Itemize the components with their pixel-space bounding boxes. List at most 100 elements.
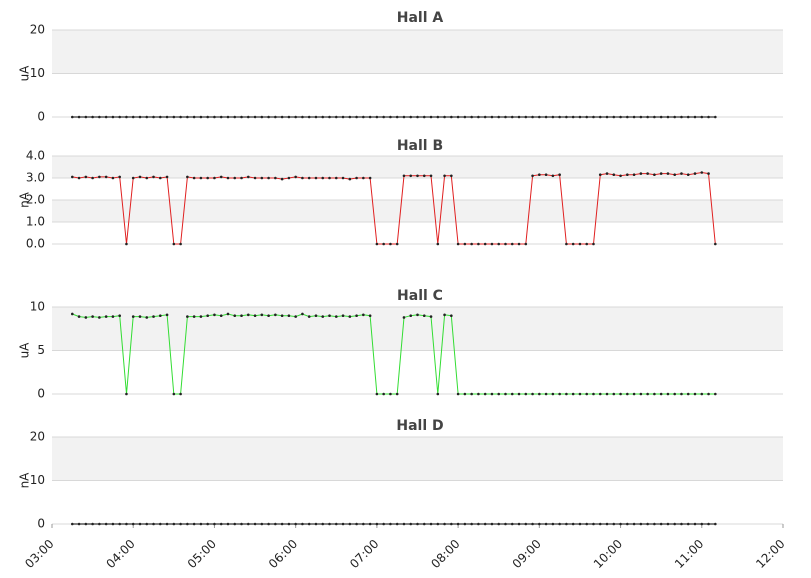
data-point (348, 115, 352, 119)
data-point (450, 174, 453, 178)
data-point (395, 115, 399, 119)
data-point (341, 522, 345, 526)
data-point (104, 175, 108, 179)
data-point (179, 392, 182, 396)
data-point (429, 174, 433, 178)
data-point (565, 115, 568, 119)
data-point (653, 115, 656, 119)
data-point (362, 313, 365, 317)
data-point (639, 172, 643, 175)
data-point (666, 115, 670, 119)
data-point (375, 522, 379, 526)
data-point (125, 392, 128, 396)
data-point (707, 392, 710, 396)
data-point (538, 173, 541, 176)
data-point (578, 242, 582, 246)
data-point (483, 522, 487, 526)
data-point (328, 176, 331, 180)
data-point (632, 522, 636, 526)
data-point (619, 115, 622, 119)
data-point (598, 522, 602, 526)
data-point (91, 315, 94, 318)
data-point (321, 176, 325, 180)
data-point (565, 392, 568, 396)
data-point (409, 174, 413, 178)
data-point (389, 522, 392, 526)
data-point (571, 242, 575, 246)
data-point (666, 392, 670, 396)
data-point (558, 392, 561, 396)
data-point (260, 522, 264, 526)
data-point (538, 115, 541, 119)
data-point (301, 312, 304, 316)
data-point (375, 392, 379, 396)
data-point (280, 314, 284, 318)
data-point (443, 174, 446, 178)
data-point (409, 314, 413, 318)
data-point (267, 314, 270, 318)
data-point (653, 392, 656, 396)
data-point (158, 176, 162, 180)
data-point (416, 115, 419, 119)
data-point (463, 115, 467, 119)
y-tick-label: 20 (30, 430, 45, 444)
y-tick-label: 5 (37, 343, 45, 357)
grid-band (52, 437, 783, 481)
data-point (328, 314, 331, 318)
data-point (436, 392, 440, 396)
data-point (571, 392, 575, 396)
data-point (538, 522, 541, 526)
data-point (321, 315, 325, 318)
data-point (673, 522, 677, 526)
data-point (375, 115, 379, 119)
data-point (199, 315, 203, 318)
data-point (280, 177, 284, 181)
data-point (382, 392, 385, 396)
data-point (578, 522, 582, 526)
data-point (585, 242, 589, 246)
data-point (619, 522, 622, 526)
data-point (253, 115, 257, 119)
y-axis-label: uA (18, 65, 32, 82)
data-point (470, 392, 473, 396)
data-point (138, 315, 142, 318)
x-tick-label: 04:00 (103, 537, 137, 571)
data-point (598, 115, 602, 119)
data-point (219, 522, 223, 526)
y-tick-label: 4.0 (26, 149, 45, 163)
data-point (429, 522, 433, 526)
data-point (186, 175, 189, 179)
data-point (246, 313, 250, 317)
data-point (470, 242, 473, 246)
data-point (341, 115, 345, 119)
data-point (646, 115, 649, 119)
data-point (192, 315, 196, 318)
y-tick-label: 10 (30, 300, 45, 314)
data-point (686, 115, 690, 119)
data-point (71, 175, 74, 179)
x-tick-label: 09:00 (510, 537, 544, 571)
data-point (517, 392, 521, 396)
data-point (551, 522, 555, 526)
data-point (240, 115, 243, 119)
data-point (334, 176, 338, 180)
data-point (165, 313, 169, 317)
data-point (307, 176, 311, 180)
data-point (213, 313, 216, 317)
data-point (578, 115, 582, 119)
data-point (477, 392, 480, 396)
data-point (111, 176, 115, 180)
grid-band (52, 156, 783, 178)
data-point (646, 522, 649, 526)
data-point (470, 522, 473, 526)
y-tick-label: 0 (37, 517, 45, 531)
data-point (355, 314, 358, 318)
data-point (714, 392, 717, 396)
y-tick-label: 2.0 (26, 193, 45, 207)
data-point (77, 176, 81, 180)
data-point (714, 522, 717, 526)
data-point (429, 115, 433, 119)
data-point (517, 522, 521, 526)
data-point (402, 316, 406, 319)
data-point (145, 176, 149, 180)
